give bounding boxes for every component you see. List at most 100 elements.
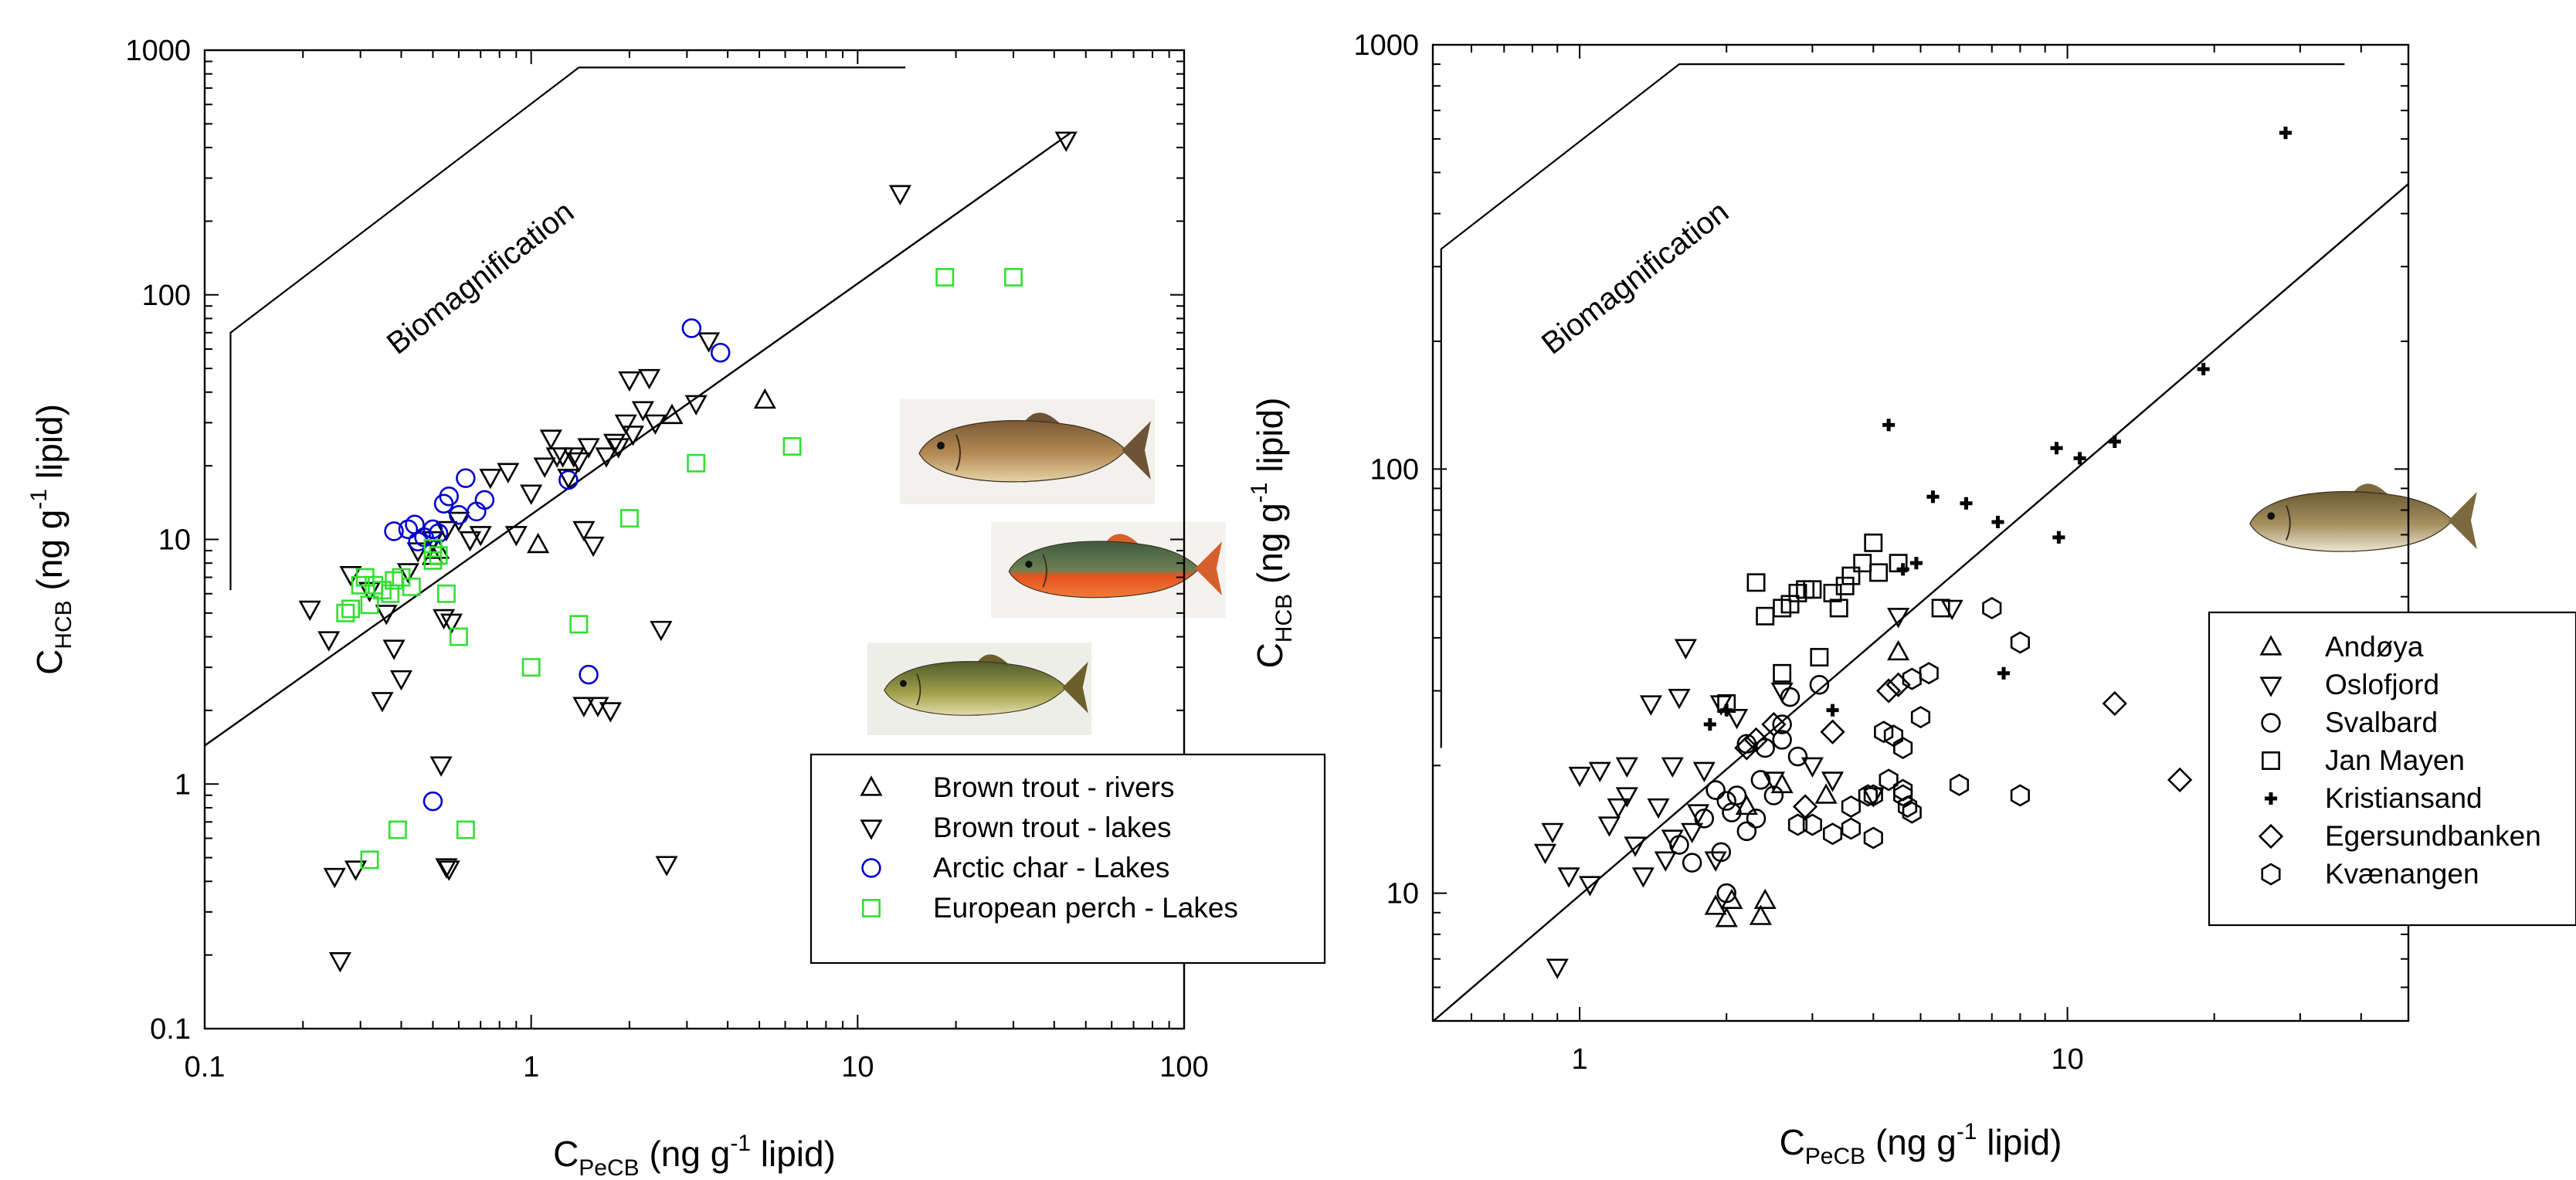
data-point bbox=[681, 318, 702, 338]
data-point bbox=[298, 600, 321, 622]
data-point bbox=[2050, 442, 2063, 455]
legend-marker bbox=[2261, 863, 2281, 886]
data-point bbox=[2073, 452, 2086, 465]
data-point bbox=[1669, 835, 1689, 855]
data-points bbox=[298, 131, 1078, 973]
data-point bbox=[1761, 711, 1787, 738]
data-point bbox=[1879, 768, 1899, 792]
data-point bbox=[449, 627, 468, 646]
brown-trout-image bbox=[900, 399, 1155, 504]
data-point bbox=[459, 531, 482, 552]
data-point bbox=[1533, 843, 1557, 865]
data-point bbox=[1578, 876, 1602, 897]
y-tick-label: 0.1 bbox=[150, 1013, 191, 1046]
legend-marker bbox=[862, 899, 881, 917]
data-point bbox=[1681, 822, 1704, 844]
data-point bbox=[577, 438, 600, 459]
reference-line bbox=[205, 131, 1072, 747]
data-point bbox=[360, 595, 379, 615]
data-point bbox=[1746, 809, 1767, 829]
data-point bbox=[572, 697, 596, 717]
data-point bbox=[317, 631, 341, 652]
legend: Andøya Oslofjord Svalbard Jan Mayen Kristian… bbox=[2208, 611, 2576, 927]
data-point bbox=[621, 426, 644, 446]
data-point bbox=[2102, 690, 2127, 717]
data-point bbox=[1704, 894, 1727, 915]
data-point bbox=[1568, 766, 1591, 788]
arctic-char-image bbox=[991, 521, 1226, 619]
atlantic-cod-image bbox=[2231, 470, 2481, 574]
data-point bbox=[569, 615, 589, 634]
legend-marker bbox=[860, 819, 883, 840]
data-point bbox=[1841, 795, 1861, 819]
data-point bbox=[384, 521, 404, 541]
data-point bbox=[375, 605, 398, 626]
data-point bbox=[1820, 719, 1845, 744]
data-point bbox=[1802, 813, 1822, 836]
data-point bbox=[1893, 784, 1913, 807]
data-point bbox=[1615, 757, 1638, 778]
data-point bbox=[567, 452, 590, 473]
data-point bbox=[710, 342, 731, 363]
data-point bbox=[1787, 746, 1808, 767]
data-point bbox=[1734, 735, 1760, 761]
y-tick-label: 1000 bbox=[125, 35, 191, 67]
data-point bbox=[428, 523, 449, 544]
data-point bbox=[614, 414, 637, 436]
data-point bbox=[1826, 704, 1839, 717]
data-point bbox=[1960, 497, 1973, 510]
data-point bbox=[408, 531, 428, 552]
biomagnification-label: Biomagnification bbox=[381, 195, 580, 361]
x-tick-label: 10 bbox=[841, 1051, 874, 1083]
data-point bbox=[423, 791, 443, 812]
data-point bbox=[1874, 721, 1894, 744]
data-point bbox=[650, 620, 673, 642]
data-point bbox=[1882, 419, 1896, 432]
y-tick-label: 10 bbox=[158, 524, 191, 557]
data-point bbox=[328, 952, 351, 973]
data-point bbox=[1875, 678, 1902, 704]
legend-marker bbox=[2259, 635, 2282, 656]
legend-label: Brown trout - rivers bbox=[933, 771, 1175, 803]
chart-right: Biomagnification 1 10 10 100 1000 CPeCB (ng g-… bbox=[1247, 29, 2576, 1169]
data-point bbox=[558, 470, 579, 490]
biomagnification-region bbox=[1440, 63, 2345, 748]
data-point bbox=[1687, 804, 1710, 825]
data-point bbox=[398, 519, 419, 540]
data-point bbox=[1546, 958, 1569, 979]
data-point bbox=[2279, 126, 2293, 140]
data-point bbox=[1692, 761, 1716, 783]
x-tick-label: 1 bbox=[523, 1051, 539, 1083]
data-point bbox=[392, 568, 411, 587]
data-point bbox=[1902, 667, 1922, 690]
data-point bbox=[1668, 688, 1691, 710]
data-point bbox=[1715, 907, 1738, 927]
data-point bbox=[1931, 598, 1950, 618]
legend-box bbox=[809, 753, 1326, 965]
data-point bbox=[1949, 773, 1970, 796]
data-point bbox=[1720, 888, 1743, 910]
x-axis-label: CPeCB (ng g-1 lipid) bbox=[553, 1131, 836, 1180]
data-point bbox=[1893, 737, 1913, 760]
data-point bbox=[638, 368, 661, 390]
data-points bbox=[1533, 126, 2293, 979]
data-point bbox=[1800, 757, 1824, 778]
data-point bbox=[607, 438, 630, 459]
data-point bbox=[935, 268, 955, 287]
y-tick-label: 100 bbox=[142, 280, 191, 312]
data-point bbox=[684, 395, 708, 415]
y-tick-label: 1000 bbox=[1353, 29, 1419, 62]
european-perch-image bbox=[867, 643, 1092, 735]
data-point bbox=[1750, 770, 1771, 790]
data-point bbox=[1814, 783, 1838, 804]
data-point bbox=[323, 867, 346, 889]
data-point bbox=[1615, 787, 1638, 808]
data-point bbox=[1004, 268, 1023, 287]
data-point bbox=[2052, 531, 2065, 544]
data-point bbox=[1631, 867, 1655, 888]
data-point bbox=[339, 566, 362, 587]
y-tick-label: 1 bbox=[175, 768, 191, 801]
data-point bbox=[539, 429, 562, 450]
data-point bbox=[1780, 687, 1800, 707]
data-point bbox=[1588, 761, 1611, 783]
